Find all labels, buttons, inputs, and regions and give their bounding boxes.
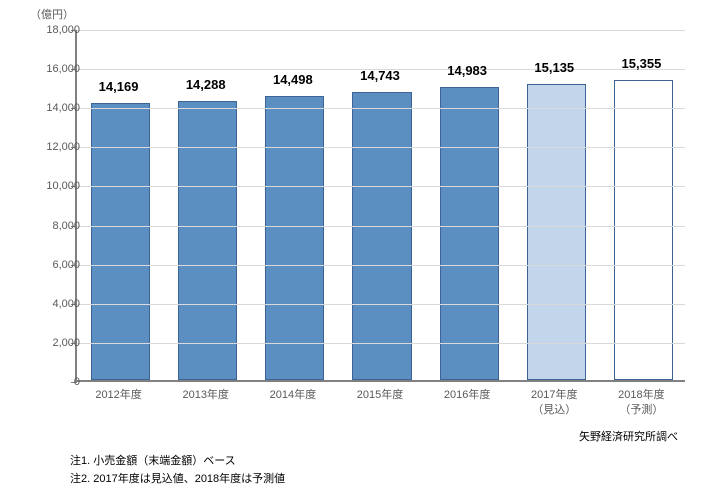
- gridline: [77, 343, 685, 344]
- gridline: [77, 226, 685, 227]
- x-tick-label: 2014年度: [270, 388, 316, 403]
- x-tick-label: 2012年度: [95, 388, 141, 403]
- data-label: 15,135: [534, 60, 574, 75]
- gridline: [77, 30, 685, 31]
- y-tick-label: 10,000: [30, 180, 80, 192]
- footnote-2: 注2. 2017年度は見込値、2018年度は予測値: [70, 470, 285, 486]
- y-tick-label: 14,000: [30, 102, 80, 114]
- y-tick-label: 16,000: [30, 63, 80, 75]
- y-tick-label: 4,000: [30, 298, 80, 310]
- data-label: 14,743: [360, 68, 400, 83]
- x-tick-label: 2018年度（予測）: [618, 388, 664, 419]
- bar: [91, 103, 150, 380]
- y-tick-label: 2,000: [30, 337, 80, 349]
- bar: [352, 92, 411, 380]
- plot-area: [75, 30, 685, 382]
- y-tick-label: 8,000: [30, 220, 80, 232]
- y-tick-label: 12,000: [30, 141, 80, 153]
- bar-chart: （億円） 矢野経済研究所調べ 注1. 小売金額（末端金額）ベース 注2. 201…: [10, 10, 700, 490]
- gridline: [77, 147, 685, 148]
- gridline: [77, 304, 685, 305]
- data-label: 15,355: [622, 56, 662, 71]
- x-tick-label: 2015年度: [357, 388, 403, 403]
- bar: [527, 84, 586, 380]
- data-label: 14,498: [273, 72, 313, 87]
- data-label: 14,169: [99, 79, 139, 94]
- y-tick-label: 0: [30, 376, 80, 388]
- y-tick-label: 18,000: [30, 24, 80, 36]
- x-tick-label: 2016年度: [444, 388, 490, 403]
- x-tick-label: 2013年度: [182, 388, 228, 403]
- gridline: [77, 186, 685, 187]
- gridline: [77, 108, 685, 109]
- data-label: 14,288: [186, 77, 226, 92]
- gridline: [77, 265, 685, 266]
- y-tick-label: 6,000: [30, 259, 80, 271]
- data-label: 14,983: [447, 63, 487, 78]
- footnote-1: 注1. 小売金額（末端金額）ベース: [70, 452, 236, 468]
- y-axis-unit: （億円）: [30, 6, 74, 22]
- source-text: 矢野経済研究所調べ: [579, 428, 678, 444]
- bar: [440, 87, 499, 380]
- bar: [265, 96, 324, 380]
- bar: [178, 101, 237, 380]
- x-tick-label: 2017年度（見込）: [531, 388, 577, 419]
- bar: [614, 80, 673, 380]
